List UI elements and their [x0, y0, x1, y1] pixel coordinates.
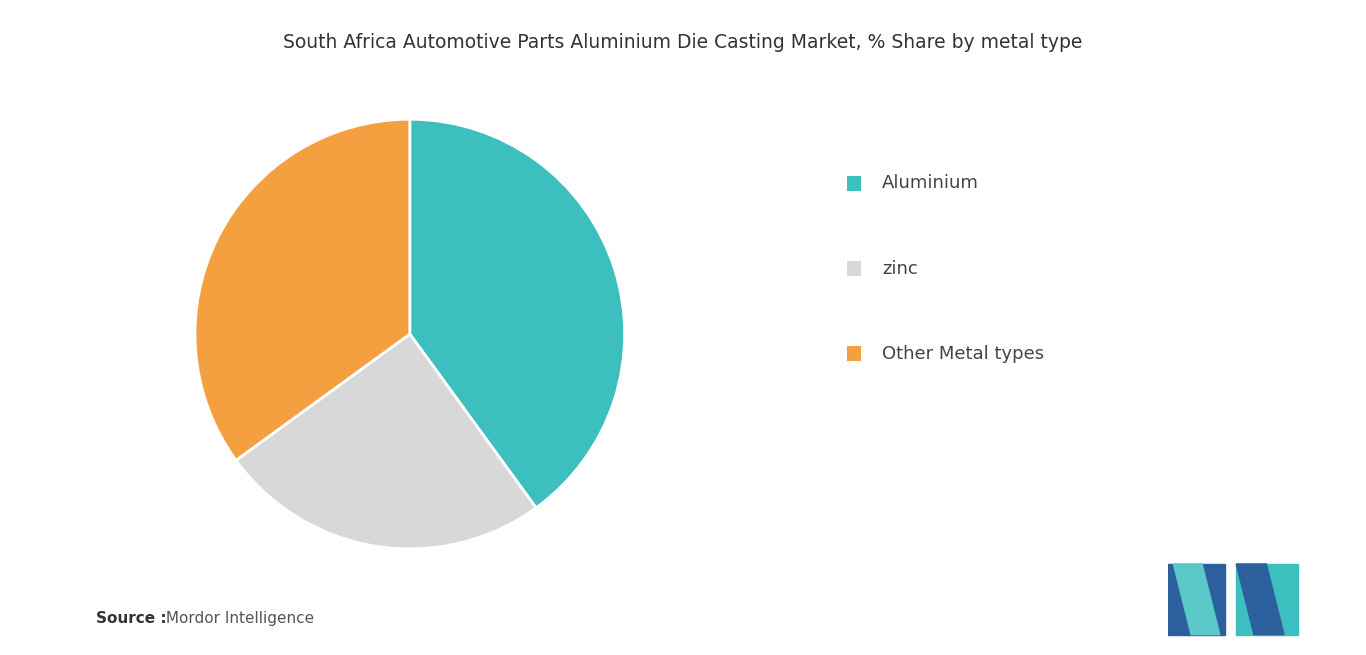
Text: Source :: Source : [96, 610, 167, 626]
Polygon shape [1168, 564, 1225, 635]
Wedge shape [236, 334, 535, 549]
Text: Aluminium: Aluminium [882, 174, 978, 193]
Polygon shape [1236, 564, 1298, 635]
Wedge shape [410, 119, 624, 508]
Polygon shape [1173, 564, 1220, 635]
Text: zinc: zinc [882, 259, 918, 278]
Text: South Africa Automotive Parts Aluminium Die Casting Market, % Share by metal typ: South Africa Automotive Parts Aluminium … [283, 33, 1083, 52]
Polygon shape [1236, 564, 1284, 635]
Text: Other Metal types: Other Metal types [882, 345, 1044, 363]
Text: Mordor Intelligence: Mordor Intelligence [161, 610, 314, 626]
Wedge shape [195, 119, 410, 460]
